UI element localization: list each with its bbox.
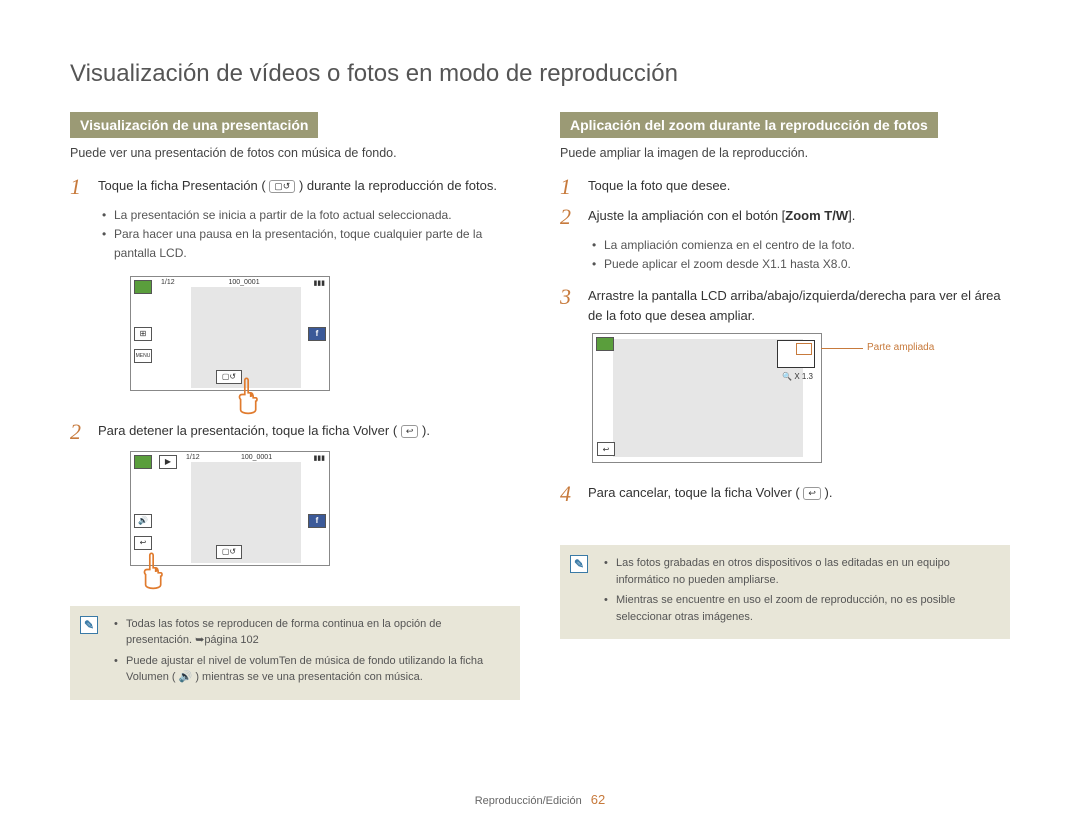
zoom-level-label: 🔍 X 1.3 — [782, 372, 813, 381]
step-number: 4 — [560, 483, 578, 505]
step2r-before: Ajuste la ampliación con el botón [ — [588, 208, 785, 223]
counter: 1/12 — [161, 279, 175, 287]
two-column-layout: Visualización de una presentación Puede … — [70, 112, 1010, 700]
back-button: ↩ — [134, 536, 152, 550]
gallery-icon — [134, 280, 152, 294]
palm-silhouette — [613, 339, 803, 457]
slideshow-icon: ▢↺ — [269, 180, 295, 193]
step2-text-after: ). — [422, 423, 430, 438]
back-icon: ↩ — [401, 425, 419, 438]
note-box-left: ✎ Todas las fotos se reproducen de forma… — [70, 606, 520, 700]
step2r-bullets: La ampliación comienza en el centro de l… — [592, 236, 1010, 274]
step2r-after: ]. — [848, 208, 855, 223]
touch-hand-icon — [231, 376, 267, 418]
note-bullet: Todas las fotos se reproducen de forma c… — [114, 616, 506, 649]
slideshow-button: ▢↺ — [216, 545, 242, 559]
lcd-preview-1: 1/12 100_0001 ▮▮▮ ⊞ MENU f ▢↺ — [130, 276, 330, 391]
step-1-left: 1 Toque la ficha Presentación ( ▢↺ ) dur… — [70, 176, 520, 198]
back-icon: ↩ — [803, 487, 821, 500]
step-number: 3 — [560, 286, 578, 325]
bullet: La presentación se inicia a partir de la… — [102, 206, 520, 225]
left-column: Visualización de una presentación Puede … — [70, 112, 520, 700]
step-3-right: 3 Arrastre la pantalla LCD arriba/abajo/… — [560, 286, 1010, 325]
zoom-overview-rect — [777, 340, 815, 368]
right-column: Aplicación del zoom durante la reproducc… — [560, 112, 1010, 700]
back-button: ↩ — [597, 442, 615, 456]
intro-left: Puede ver una presentación de fotos con … — [70, 146, 520, 160]
step-2-right: 2 Ajuste la ampliación con el botón [Zoo… — [560, 206, 1010, 228]
intro-right: Puede ampliar la imagen de la reproducci… — [560, 146, 1010, 160]
step-number: 2 — [70, 421, 88, 443]
grid-icon: ⊞ — [134, 327, 152, 341]
lcd-preview-2: ▶ 1/12 100_0001 ▮▮▮ 🔊 ↩ f ▢↺ — [130, 451, 330, 566]
step-number: 1 — [70, 176, 88, 198]
step-text: Ajuste la ampliación con el botón [Zoom … — [588, 206, 855, 228]
annotation-label: Parte ampliada — [867, 342, 934, 353]
lcd-zoom-preview: 🔍 X 1.3 ↩ Parte ampliada — [592, 333, 822, 463]
page-footer: Reproducción/Edición 62 — [0, 792, 1080, 807]
step-2-left: 2 Para detener la presentación, toque la… — [70, 421, 520, 443]
zoom-bold: Zoom T/W — [785, 208, 848, 223]
file-id: 100_0001 — [228, 279, 259, 287]
page-title: Visualización de vídeos o fotos en modo … — [70, 60, 1010, 88]
note-bullet: Las fotos grabadas en otros dispositivos… — [604, 555, 996, 588]
battery-icon: ▮▮▮ — [313, 454, 325, 462]
step-text: Toque la foto que desee. — [588, 176, 730, 198]
info-icon: ✎ — [570, 555, 588, 573]
zoom-level-value: X 1.3 — [794, 372, 813, 381]
lcd-status-bar: 1/12 100_0001 ▮▮▮ — [161, 279, 325, 287]
step-text: Toque la ficha Presentación ( ▢↺ ) duran… — [98, 176, 497, 198]
section-heading-left: Visualización de una presentación — [70, 112, 318, 138]
facebook-icon: f — [308, 514, 326, 528]
volume-icon: 🔊 — [134, 514, 152, 528]
step-number: 2 — [560, 206, 578, 228]
step-1-right: 1 Toque la foto que desee. — [560, 176, 1010, 198]
menu-button: MENU — [134, 349, 152, 363]
note-box-right: ✎ Las fotos grabadas en otros dispositiv… — [560, 545, 1010, 639]
gallery-icon — [134, 455, 152, 469]
bullet: Puede aplicar el zoom desde X1.1 hasta X… — [592, 255, 1010, 274]
step-number: 1 — [560, 176, 578, 198]
note-bullet: Mientras se encuentre en uso el zoom de … — [604, 592, 996, 625]
step4r-before: Para cancelar, toque la ficha Volver ( — [588, 485, 800, 500]
annotation-line — [821, 348, 863, 349]
gallery-icon — [596, 337, 614, 351]
bullet: La ampliación comienza en el centro de l… — [592, 236, 1010, 255]
battery-icon: ▮▮▮ — [313, 279, 325, 287]
step1-text-before: Toque la ficha Presentación ( — [98, 178, 266, 193]
counter: 1/12 — [186, 454, 200, 462]
footer-section: Reproducción/Edición — [475, 795, 582, 807]
play-icon: ▶ — [159, 455, 177, 469]
step1-text-after: ) durante la reproducción de fotos. — [299, 178, 497, 193]
step-4-right: 4 Para cancelar, toque la ficha Volver (… — [560, 483, 1010, 505]
manual-page: Visualización de vídeos o fotos en modo … — [0, 0, 1080, 730]
bullet: Para hacer una pausa en la presentación,… — [102, 225, 520, 263]
lcd-status-bar: 1/12 100_0001 ▮▮▮ — [186, 454, 325, 462]
photo-silhouette — [191, 287, 301, 388]
step1-bullets: La presentación se inicia a partir de la… — [102, 206, 520, 264]
facebook-icon: f — [308, 327, 326, 341]
file-id: 100_0001 — [241, 454, 272, 462]
note-bullet: Puede ajustar el nivel de volumTen de mú… — [114, 653, 506, 686]
step-text: Para cancelar, toque la ficha Volver ( ↩… — [588, 483, 832, 505]
section-heading-right: Aplicación del zoom durante la reproducc… — [560, 112, 938, 138]
touch-hand-icon — [136, 551, 172, 593]
step-text: Para detener la presentación, toque la f… — [98, 421, 430, 443]
info-icon: ✎ — [80, 616, 98, 634]
page-number: 62 — [591, 792, 605, 807]
zoom-viewport-rect — [796, 343, 812, 355]
photo-silhouette — [191, 462, 301, 563]
step2-text-before: Para detener la presentación, toque la f… — [98, 423, 397, 438]
step4r-after: ). — [825, 485, 833, 500]
step-text: Arrastre la pantalla LCD arriba/abajo/iz… — [588, 286, 1010, 325]
